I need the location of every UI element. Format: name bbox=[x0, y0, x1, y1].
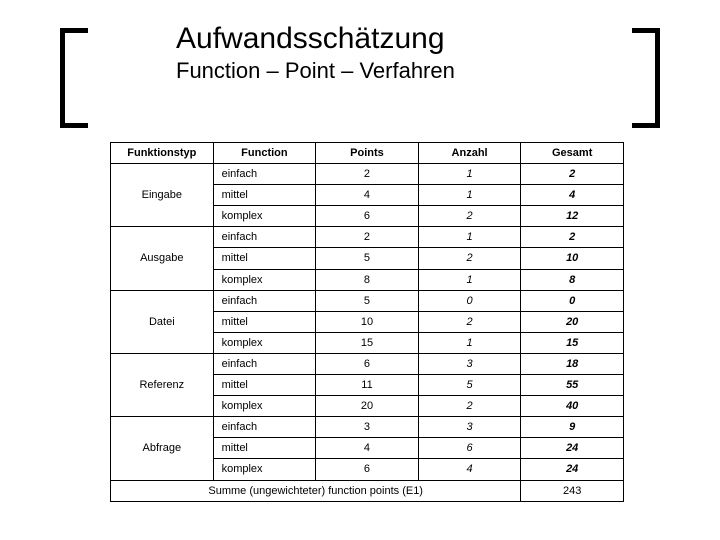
cell-anz: 2 bbox=[418, 248, 521, 269]
cell-ges: 18 bbox=[521, 353, 624, 374]
cell-pts: 10 bbox=[316, 311, 419, 332]
group-typ: Eingabe bbox=[111, 164, 214, 227]
table-row: Abfrageeinfach339 bbox=[111, 417, 624, 438]
cell-ges: 24 bbox=[521, 459, 624, 480]
col-anz: Anzahl bbox=[418, 143, 521, 164]
cell-pts: 6 bbox=[316, 206, 419, 227]
table-row: Dateieinfach500 bbox=[111, 290, 624, 311]
cell-anz: 3 bbox=[418, 353, 521, 374]
cell-pts: 2 bbox=[316, 227, 419, 248]
cell-fn: mittel bbox=[213, 375, 316, 396]
page-title: Aufwandsschätzung bbox=[176, 22, 720, 56]
cell-pts: 8 bbox=[316, 269, 419, 290]
cell-fn: einfach bbox=[213, 290, 316, 311]
cell-pts: 2 bbox=[316, 164, 419, 185]
table-row: Eingabeeinfach212 bbox=[111, 164, 624, 185]
cell-fn: mittel bbox=[213, 185, 316, 206]
fp-table-wrap: Funktionstyp Function Points Anzahl Gesa… bbox=[110, 142, 624, 502]
cell-fn: komplex bbox=[213, 269, 316, 290]
group-typ: Referenz bbox=[111, 353, 214, 416]
cell-fn: komplex bbox=[213, 459, 316, 480]
col-pts: Points bbox=[316, 143, 419, 164]
cell-ges: 40 bbox=[521, 396, 624, 417]
cell-ges: 2 bbox=[521, 164, 624, 185]
cell-fn: komplex bbox=[213, 396, 316, 417]
cell-ges: 55 bbox=[521, 375, 624, 396]
sum-value: 243 bbox=[521, 480, 624, 501]
cell-pts: 5 bbox=[316, 290, 419, 311]
table-sum-row: Summe (ungewichteter) function points (E… bbox=[111, 480, 624, 501]
cell-fn: einfach bbox=[213, 417, 316, 438]
cell-ges: 15 bbox=[521, 332, 624, 353]
cell-ges: 9 bbox=[521, 417, 624, 438]
cell-ges: 10 bbox=[521, 248, 624, 269]
cell-fn: einfach bbox=[213, 353, 316, 374]
cell-anz: 1 bbox=[418, 269, 521, 290]
col-fn: Function bbox=[213, 143, 316, 164]
page-subtitle: Function – Point – Verfahren bbox=[176, 58, 720, 84]
cell-ges: 20 bbox=[521, 311, 624, 332]
cell-ges: 0 bbox=[521, 290, 624, 311]
cell-anz: 3 bbox=[418, 417, 521, 438]
cell-fn: mittel bbox=[213, 248, 316, 269]
cell-ges: 12 bbox=[521, 206, 624, 227]
table-row: Ausgabeeinfach212 bbox=[111, 227, 624, 248]
cell-anz: 4 bbox=[418, 459, 521, 480]
cell-ges: 4 bbox=[521, 185, 624, 206]
cell-anz: 5 bbox=[418, 375, 521, 396]
cell-fn: einfach bbox=[213, 227, 316, 248]
sum-label: Summe (ungewichteter) function points (E… bbox=[111, 480, 521, 501]
cell-fn: komplex bbox=[213, 332, 316, 353]
fp-table: Funktionstyp Function Points Anzahl Gesa… bbox=[110, 142, 624, 502]
cell-fn: komplex bbox=[213, 206, 316, 227]
cell-pts: 5 bbox=[316, 248, 419, 269]
cell-pts: 20 bbox=[316, 396, 419, 417]
cell-anz: 6 bbox=[418, 438, 521, 459]
cell-anz: 1 bbox=[418, 164, 521, 185]
col-ges: Gesamt bbox=[521, 143, 624, 164]
cell-fn: mittel bbox=[213, 438, 316, 459]
cell-anz: 2 bbox=[418, 311, 521, 332]
cell-ges: 24 bbox=[521, 438, 624, 459]
cell-anz: 1 bbox=[418, 332, 521, 353]
cell-anz: 2 bbox=[418, 396, 521, 417]
cell-fn: einfach bbox=[213, 164, 316, 185]
col-typ: Funktionstyp bbox=[111, 143, 214, 164]
cell-pts: 4 bbox=[316, 438, 419, 459]
cell-anz: 2 bbox=[418, 206, 521, 227]
cell-ges: 2 bbox=[521, 227, 624, 248]
cell-pts: 6 bbox=[316, 353, 419, 374]
cell-anz: 1 bbox=[418, 185, 521, 206]
cell-anz: 0 bbox=[418, 290, 521, 311]
group-typ: Ausgabe bbox=[111, 227, 214, 290]
cell-ges: 8 bbox=[521, 269, 624, 290]
cell-pts: 15 bbox=[316, 332, 419, 353]
table-row: Referenzeinfach6318 bbox=[111, 353, 624, 374]
cell-fn: mittel bbox=[213, 311, 316, 332]
group-typ: Datei bbox=[111, 290, 214, 353]
cell-anz: 1 bbox=[418, 227, 521, 248]
group-typ: Abfrage bbox=[111, 417, 214, 480]
table-header-row: Funktionstyp Function Points Anzahl Gesa… bbox=[111, 143, 624, 164]
cell-pts: 4 bbox=[316, 185, 419, 206]
cell-pts: 11 bbox=[316, 375, 419, 396]
cell-pts: 3 bbox=[316, 417, 419, 438]
cell-pts: 6 bbox=[316, 459, 419, 480]
